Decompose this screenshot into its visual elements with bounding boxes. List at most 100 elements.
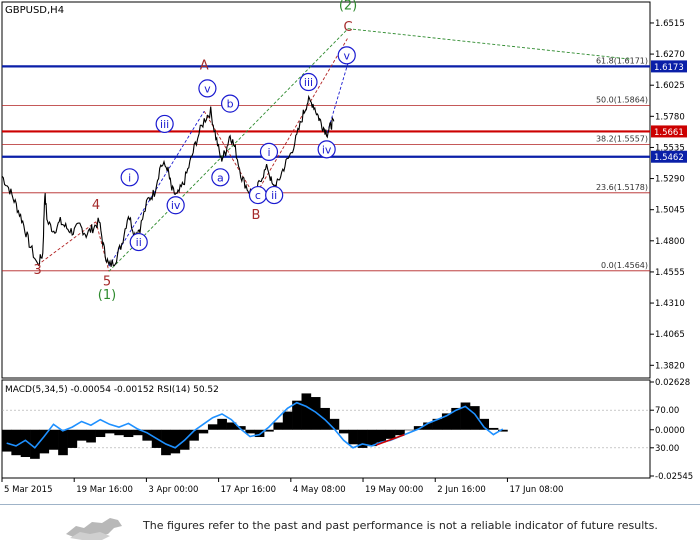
fibonacci-level-label: 50.0(1.5864) — [596, 96, 648, 105]
fibonacci-level-label: 23.6(1.5178) — [596, 183, 648, 192]
time-tick-label: 4 May 08:00 — [293, 485, 346, 495]
macd-bar — [11, 429, 22, 456]
indicator-label: MACD(5,34,5) -0.00054 -0.00152 RSI(14) 5… — [5, 385, 219, 395]
fibonacci-level-label: 61.8(1.6171) — [596, 57, 648, 66]
macd-bar — [367, 429, 377, 447]
wave-label: 4 — [92, 198, 100, 213]
wave-label-circled: iii — [304, 76, 313, 89]
red-dashed-wave-line — [203, 111, 256, 197]
macd-bar — [413, 426, 424, 430]
wave-label-circled: ii — [136, 236, 142, 249]
fibonacci-level-label: 38.2(1.5557) — [596, 135, 648, 144]
price-tick-label: 1.5535 — [655, 143, 685, 153]
indicator-tick-label: 30.00 — [655, 444, 679, 454]
price-tick-label: 1.6025 — [655, 81, 685, 91]
wave-label-circled: i — [267, 146, 270, 159]
indicator-tick-label: 0.02628 — [655, 378, 690, 388]
indicator-tick-label: 0.0000 — [655, 426, 685, 436]
key-level-badge-label: 1.6173 — [654, 63, 684, 73]
macd-bar — [292, 400, 302, 430]
wave-label: 5 — [103, 274, 111, 289]
price-pane — [1, 1, 651, 379]
wave-label-circle — [299, 72, 318, 92]
wave-label-circle — [198, 79, 217, 98]
green-dashed-wave-line — [108, 28, 349, 272]
price-tick-label: 1.3820 — [655, 361, 685, 371]
wave-label-circle — [220, 94, 240, 113]
wave-label-circle — [317, 140, 336, 159]
wave-label-circled: b — [227, 98, 234, 111]
macd-bar — [329, 418, 340, 430]
macd-bar — [161, 429, 171, 456]
wave-label-circled: c — [255, 189, 261, 202]
blue-dashed-wave-line — [326, 62, 349, 133]
macd-bar — [133, 429, 143, 436]
wave-label-circle — [155, 114, 174, 134]
macd-bar — [207, 424, 218, 430]
macd-bar — [385, 429, 396, 439]
macd-bar — [498, 429, 508, 432]
key-level-badge-label: 1.5462 — [654, 153, 684, 163]
macd-bar — [460, 402, 471, 430]
wave-label: A — [200, 58, 209, 73]
wave-label-circled: v — [204, 82, 211, 95]
indicator-tick-label: 70.00 — [655, 406, 679, 416]
macd-bar — [170, 429, 181, 454]
price-tick-label: 1.4310 — [655, 299, 685, 309]
wave-label-circled: ii — [271, 189, 277, 202]
wave-label-circle — [337, 46, 356, 65]
chart: GBPUSD,H4 MACD(5,34,5) -0.00054 -0.00152… — [1, 0, 693, 495]
macd-bar — [432, 418, 443, 430]
macd-bar — [479, 418, 490, 430]
macd-bar — [441, 413, 452, 430]
wave-label-circle — [259, 142, 279, 161]
macd-bar — [376, 429, 387, 443]
macd-bar — [264, 429, 274, 432]
macd-bar — [95, 429, 106, 438]
macd-bar — [39, 429, 50, 454]
macd-bar — [226, 422, 237, 430]
green-dashed-projection-line — [347, 28, 631, 60]
time-tick-label: 17 Jun 08:00 — [509, 485, 563, 495]
macd-bar — [217, 418, 227, 430]
price-tick-label: 1.5045 — [655, 206, 685, 216]
price-tick-label: 1.5780 — [655, 112, 685, 122]
wave-label-circle — [129, 232, 148, 252]
time-tick-label: 5 Mar 2015 — [4, 485, 52, 495]
price-tick-label: 1.5290 — [655, 175, 685, 185]
wave-label-circled: iv — [171, 199, 181, 212]
macd-bar — [395, 429, 405, 436]
macd-bar — [48, 429, 59, 450]
wave-label: B — [252, 208, 261, 223]
chart-title: GBPUSD,H4 — [5, 5, 64, 16]
price-tick-label: 1.6515 — [655, 19, 685, 29]
key-level-badge — [651, 150, 687, 163]
key-level-badge — [651, 60, 687, 73]
wave-label-circle — [120, 168, 139, 187]
macd-bar — [254, 429, 265, 438]
wave-label-circled: v — [343, 49, 350, 62]
macd-bar — [2, 429, 12, 452]
wave-label: C — [343, 20, 352, 35]
time-tick-label: 2 Jun 16:00 — [437, 485, 486, 495]
macd-bar — [30, 429, 40, 459]
time-tick-label: 17 Apr 16:00 — [221, 485, 276, 495]
price-tick-label: 1.4800 — [655, 237, 685, 247]
macd-bar — [76, 429, 87, 441]
wave-label: (1) — [98, 288, 116, 303]
macd-bar — [198, 429, 209, 434]
macd-bar — [58, 429, 68, 456]
macd-bar — [236, 426, 246, 430]
key-level-badge-label: 1.5661 — [654, 128, 684, 138]
macd-bar — [310, 397, 321, 430]
time-tick-label: 19 May 00:00 — [365, 485, 423, 495]
macd-bar — [104, 429, 115, 434]
wave-label: 3 — [33, 263, 41, 278]
price-tick-label: 1.4555 — [655, 268, 685, 278]
wave-label-circled: iv — [322, 143, 332, 156]
wave-label: (2) — [339, 0, 357, 14]
macd-bar — [470, 406, 480, 430]
bull-logo-icon — [66, 518, 122, 540]
macd-bar — [423, 422, 433, 430]
time-tick-label: 19 Mar 16:00 — [76, 485, 133, 495]
